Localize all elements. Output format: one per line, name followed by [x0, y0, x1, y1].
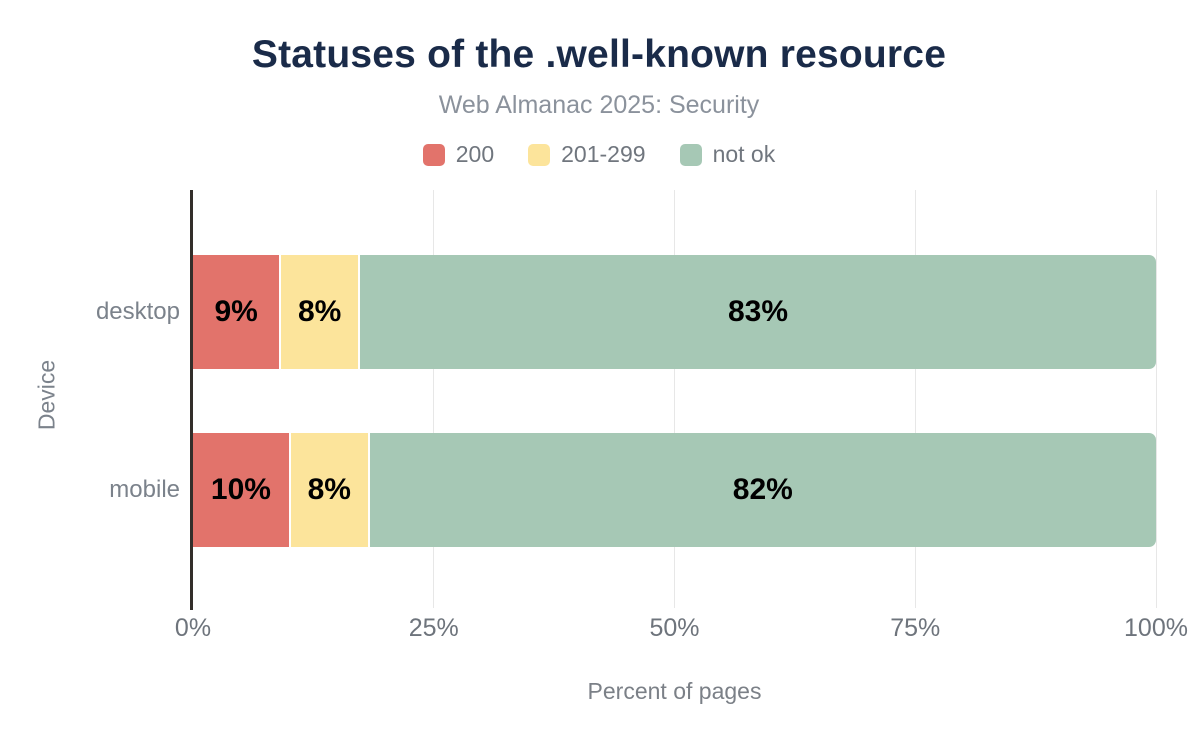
legend-label: 200 [455, 141, 495, 167]
chart-subtitle: Web Almanac 2025: Security [438, 91, 760, 119]
legend-item-200[interactable]: 200 [422, 141, 495, 168]
category-label-mobile: mobile [109, 476, 180, 503]
y-axis-line [190, 190, 193, 610]
legend-swatch-icon [422, 143, 445, 166]
legend: 200 201-299 not ok [0, 141, 1198, 168]
x-axis-ticks: 0% 25% 50% 75% 100% [175, 614, 1188, 644]
bar-segment-mobile-not-ok: 82% [369, 433, 1156, 547]
legend-label: 201-299 [561, 141, 646, 167]
legend-swatch-icon [528, 143, 551, 166]
x-tick-label-0: 0% [174, 614, 212, 642]
gridline-100 [1155, 190, 1157, 608]
bar-value-label: 8% [297, 295, 342, 328]
bar-value-label: 83% [727, 295, 789, 328]
gridline-75 [914, 190, 916, 608]
bar-segment-mobile-201-299: 8% [290, 433, 368, 547]
bar-segment-desktop-200: 9% [193, 255, 280, 369]
bar-value-label: 9% [214, 295, 258, 328]
plot-area: 9% 8% 83% 10% 8% 82% [190, 190, 1157, 610]
bar-value-label: 10% [210, 473, 271, 506]
bar-row-desktop: 9% 8% 83% [193, 255, 1156, 369]
chart-title: Statuses of the .well-known resource [251, 33, 947, 76]
category-label-desktop: desktop [95, 298, 180, 325]
x-tick-label-100: 100% [1124, 614, 1188, 642]
bar-segment-desktop-not-ok: 83% [360, 255, 1156, 369]
bar-segment-mobile-200: 10% [193, 433, 289, 547]
x-axis-title: Percent of pages [587, 678, 762, 704]
bar-value-label: 82% [732, 473, 793, 506]
bar-segment-desktop-201-299: 8% [281, 255, 359, 369]
legend-label: not ok [712, 141, 776, 167]
y-axis-title: Device [33, 359, 60, 431]
legend-item-201-299[interactable]: 201-299 [528, 141, 646, 168]
bar-row-mobile: 10% 8% 82% [193, 433, 1156, 547]
x-tick-label-50: 50% [649, 614, 700, 642]
gridline-50 [674, 190, 675, 608]
x-tick-label-25: 25% [408, 614, 459, 642]
legend-item-not-ok[interactable]: not ok [679, 141, 776, 168]
gridline-25 [433, 190, 435, 608]
bar-value-label: 8% [307, 473, 351, 506]
x-tick-label-75: 75% [890, 614, 941, 642]
legend-swatch-icon [679, 143, 702, 166]
